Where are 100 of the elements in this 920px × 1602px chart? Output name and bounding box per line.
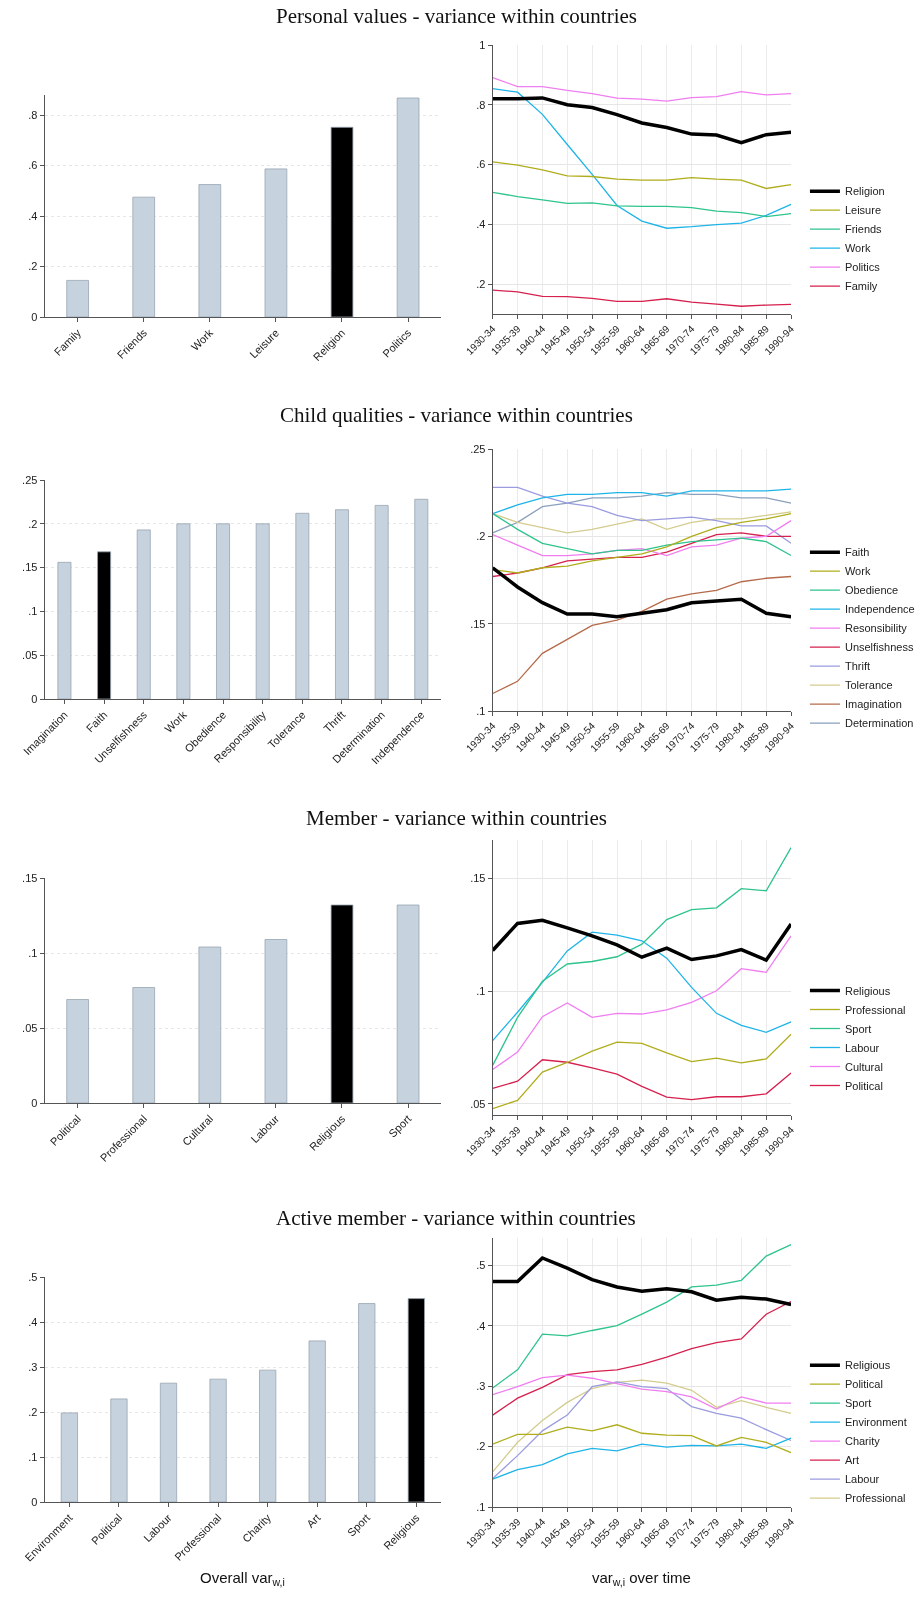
y-tick-label: .4 [476,1319,486,1332]
y-tick-label: .4 [28,1315,38,1328]
y-tick-label: .2 [28,517,38,530]
y-tick-label: .4 [476,218,486,231]
y-tick-label: .05 [22,649,38,662]
bar [414,498,429,699]
y-tick-label: .15 [470,872,486,885]
y-tick-label: .05 [470,1097,486,1110]
legend-label: Art [844,1454,859,1467]
legend-label: Labour [844,1473,880,1486]
line-series [492,519,792,557]
y-tick-label: 0 [31,310,38,323]
bar [136,529,151,699]
y-tick-label: 1 [479,38,486,51]
legend-label: Resonsibility [844,622,908,635]
bar [407,1298,425,1502]
y-tick-label: .8 [28,109,38,122]
y-tick-label: .15 [22,561,38,574]
bar [97,551,112,699]
y-tick-label: .6 [476,158,486,171]
bar [132,196,156,317]
y-tick-label: .3 [476,1379,486,1392]
line-series [492,935,792,1071]
bar [198,946,222,1103]
bar [335,509,349,699]
y-tick-label: 0 [31,692,38,705]
line-series [492,488,792,515]
y-tick-label: .2 [476,277,486,290]
y-tick-label: .15 [22,871,38,884]
chart-title: Child qualities - variance within countries [280,403,633,427]
line-series [492,1374,792,1410]
bar [295,512,310,699]
y-tick-label: .5 [476,1259,486,1272]
y-tick-label: .05 [22,1021,38,1034]
bar [60,1412,78,1502]
chart-title: Member - variance within countries [306,806,607,830]
line-series [492,191,792,218]
y-tick-label: .1 [476,984,486,997]
legend-label: Political [844,1378,883,1391]
line-series [492,76,792,102]
legend-label: Labour [844,1041,880,1054]
bar [198,184,222,317]
legend-label: Imagination [844,698,902,711]
bar [374,505,389,699]
x-axis-title: Overall var$_{w,i}$ [200,1569,285,1589]
legend-label: Politics [844,261,881,274]
y-tick-label: .15 [470,617,486,630]
bar [264,168,288,317]
legend-label: Friends [844,223,883,236]
line-series [492,931,792,1042]
line-series [492,1059,792,1101]
line-series [492,1244,792,1389]
bar [330,126,354,317]
y-tick-label: .2 [476,1440,486,1453]
bar [396,97,420,317]
line-series [492,96,792,145]
line-series [492,161,792,190]
bar [176,523,191,699]
line-series [492,511,792,534]
legend-label: Family [844,280,878,293]
legend-label: Sport [844,1022,872,1035]
x-tick-label: Art [304,1511,323,1530]
y-tick-label: .2 [28,1405,38,1418]
legend-label: Independence [844,603,915,616]
legend-label: Political [844,1079,883,1092]
line-series [492,532,792,578]
legend-label: Environment [844,1416,907,1429]
legend-label: Thrift [844,660,870,673]
x-axis-title: var$_{w,i}$ over time [592,1569,691,1589]
bar [396,904,420,1103]
line-series [492,1424,792,1454]
legend-label: Unselfishness [844,641,914,654]
bar [159,1382,178,1502]
bar [209,1378,227,1502]
y-tick-label: .2 [476,530,486,543]
line-series [492,87,792,229]
line-series [492,1437,792,1480]
bar [132,987,156,1103]
bar [358,1303,376,1502]
bar [66,999,89,1103]
line-series [492,918,792,962]
legend-label: Sport [844,1397,872,1410]
chart-title: Personal values - variance within countries [276,4,637,28]
y-tick-label: .5 [28,1270,38,1283]
line-series [492,1300,792,1416]
y-tick-label: .1 [28,1450,38,1463]
line-series [492,566,792,619]
line-series [492,512,792,557]
line-series [492,1033,792,1110]
y-tick-label: .1 [476,1500,486,1513]
y-tick-label: .1 [28,605,38,618]
legend-label: Work [844,242,871,255]
chart-title: Active member - variance within countries [276,1206,636,1230]
y-tick-label: .1 [476,704,486,717]
bar [264,939,288,1103]
y-tick-label: 0 [31,1096,38,1109]
y-tick-label: .25 [470,442,486,455]
bar [330,904,354,1103]
legend-label: Obedience [844,584,899,597]
y-tick-label: .25 [22,473,38,486]
